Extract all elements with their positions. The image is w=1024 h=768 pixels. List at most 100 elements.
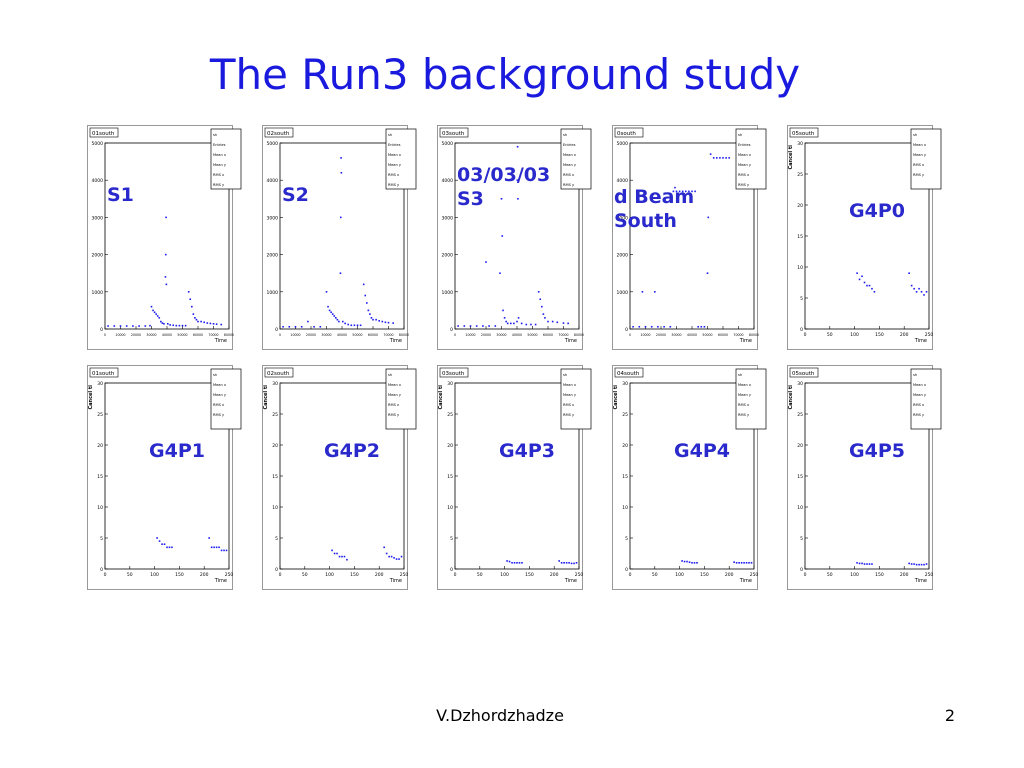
x-tick-label: 250 [225, 572, 234, 578]
data-point [165, 216, 167, 219]
data-point [733, 561, 735, 563]
data-point [866, 284, 868, 287]
data-point [915, 291, 918, 293]
x-axis-title: Time [389, 338, 402, 344]
x-tick-label: 50000 [177, 333, 187, 337]
data-point [488, 325, 490, 327]
data-point [669, 325, 672, 328]
data-point [187, 291, 190, 293]
y-tick-label: 30 [97, 381, 103, 387]
x-tick-label: 70000 [733, 333, 743, 337]
data-point [565, 562, 568, 564]
y-tick-label: 0 [450, 567, 453, 573]
stats-entry: sh [563, 133, 567, 137]
data-point [925, 291, 928, 293]
panel-label: G4P4 [674, 440, 730, 462]
y-tick-label: 0 [275, 567, 278, 573]
data-point [709, 153, 712, 155]
x-tick-label: 250 [925, 332, 934, 338]
data-point [206, 322, 209, 324]
data-point [341, 320, 344, 323]
stats-entry: Mean y [563, 393, 577, 397]
y-tick-label: 1000 [617, 290, 629, 296]
stats-box [385, 128, 417, 190]
stats-entry: Entries [563, 143, 576, 147]
x-tick-label: 10000 [115, 333, 125, 337]
data-point [573, 562, 575, 565]
y-tick-label: 0 [625, 327, 628, 333]
data-point [678, 190, 681, 193]
data-point [920, 563, 923, 566]
stats-entry: sh [213, 133, 217, 137]
x-tick-label: 20000 [306, 333, 316, 337]
data-point [215, 546, 218, 549]
stats-entry: RMS y [738, 183, 750, 187]
data-point [663, 325, 665, 328]
data-point [367, 309, 370, 312]
y-tick-label: 20 [797, 203, 803, 209]
stats-entry: Mean x [388, 153, 402, 157]
data-point [683, 560, 686, 563]
data-point [868, 563, 871, 565]
data-point [716, 157, 718, 159]
stats-entry: Mean y [738, 393, 752, 397]
data-point [152, 309, 154, 312]
data-point [638, 325, 641, 328]
data-point [338, 320, 340, 323]
x-tick-label: 60000 [193, 333, 203, 337]
x-tick-label: 50 [652, 572, 658, 578]
x-axis-title: Time [914, 338, 927, 344]
data-point [220, 549, 223, 552]
data-point [500, 198, 503, 200]
data-point [657, 325, 659, 328]
stats-entry: RMS x [563, 173, 575, 177]
data-point [513, 562, 516, 564]
y-tick-label: 0 [625, 567, 628, 573]
stats-entry: RMS x [913, 163, 925, 167]
data-point [370, 317, 373, 319]
data-point [209, 322, 212, 325]
data-point [166, 322, 169, 325]
y-tick-label: 25 [797, 412, 803, 418]
data-point [539, 298, 542, 301]
data-point [339, 216, 342, 219]
data-point [400, 555, 403, 558]
data-point [138, 325, 140, 327]
data-point [359, 324, 362, 327]
x-tick-label: 150 [525, 572, 534, 578]
y-tick-label: 20 [622, 443, 628, 449]
data-point [150, 305, 153, 308]
y-tick-label: 10 [797, 265, 803, 271]
stats-entry: RMS y [563, 413, 575, 417]
data-point [516, 179, 519, 181]
x-tick-label: 0 [104, 572, 107, 578]
data-point [568, 562, 570, 564]
stats-entry: Mean y [563, 163, 577, 167]
panel-label: G4P0 [849, 200, 905, 222]
y-axis-title: Cancel ti [613, 385, 619, 410]
tag-label: 05south [792, 131, 815, 137]
x-axis-title: Time [389, 578, 402, 584]
data-point [194, 317, 196, 319]
panel-frame [612, 365, 758, 590]
stats-entry: sh [563, 373, 567, 377]
data-point [700, 325, 703, 328]
y-tick-label: 5 [100, 536, 103, 542]
data-point [144, 325, 147, 327]
y-tick-label: 2000 [267, 253, 279, 259]
data-point [502, 309, 504, 312]
histogram-panel: 03south 0 5 10 15 20 25 30 0 50 100 150 200 250 Time Ca… [437, 365, 597, 592]
stats-entry: RMS y [913, 413, 925, 417]
data-point [873, 291, 876, 293]
data-point [212, 322, 215, 325]
x-axis-title: Time [739, 338, 752, 344]
stats-entry: sh [913, 373, 917, 377]
y-tick-label: 5 [625, 536, 628, 542]
y-tick-label: 5000 [442, 141, 454, 147]
data-point [203, 321, 205, 324]
stats-entry: Mean x [213, 383, 227, 387]
x-tick-label: 30000 [321, 333, 331, 337]
